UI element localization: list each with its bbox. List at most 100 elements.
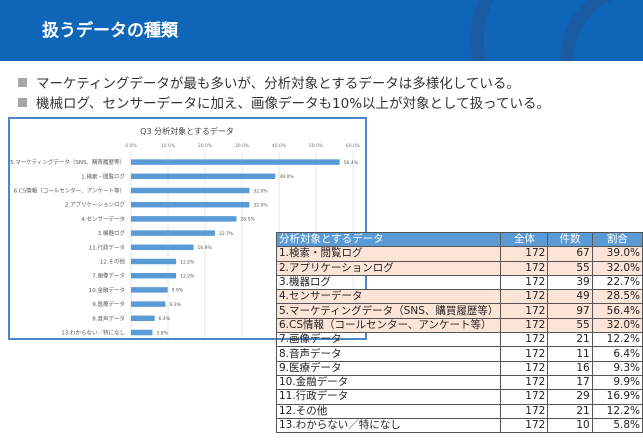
col-header-data: 分析対象とするデータ: [275, 231, 502, 248]
cell-label: 10.金融データ: [275, 374, 502, 391]
table-row: 11.行政データ 172 29 16.9%: [275, 389, 643, 405]
cell-total: 172: [500, 417, 549, 434]
bar: [131, 159, 340, 165]
table-row: 6.CS情報（コールセンター、アンケート等） 172 55 32.0%: [275, 317, 643, 334]
data-label: 32.0%: [253, 203, 268, 209]
category-label: 2.アプリケーションログ: [65, 201, 126, 209]
category-label: 12.その他: [100, 258, 126, 266]
bar: [131, 272, 177, 279]
cell-count: 21: [547, 332, 593, 348]
cell-ratio: 16.9%: [591, 389, 643, 405]
cell-count: 21: [547, 403, 593, 419]
table-header-row: 分析対象とするデータ 全体 件数 割合: [275, 231, 643, 248]
cell-count: 29: [547, 389, 593, 405]
cell-label: 4.センサーデータ: [275, 289, 502, 305]
category-label: 10.金融データ: [89, 286, 125, 294]
table-row: 3.機器ログ 172 39 22.7%: [275, 274, 643, 291]
category-label: 11.行政データ: [89, 243, 125, 251]
data-label: 16.9%: [198, 245, 213, 251]
category-label: 5.マーケティングデータ（SNS、購買履歴等）: [10, 158, 125, 166]
data-label: 5.8%: [156, 330, 168, 336]
cell-total: 172: [500, 346, 549, 362]
col-header-total: 全体: [500, 231, 549, 248]
table-row: 13.わからない／特になし 172 10 5.8%: [275, 417, 643, 434]
bar: [131, 329, 153, 336]
bullet-square-icon: [18, 77, 27, 87]
cell-ratio: 9.3%: [591, 360, 643, 376]
bar: [131, 287, 168, 293]
data-label: 12.2%: [180, 274, 195, 280]
bullet-text: マーケティングデータが最も多いが、分析対象とするデータは多様化している。: [36, 76, 520, 92]
bar: [131, 258, 177, 265]
category-label: 1.検索・閲覧ログ: [81, 172, 125, 180]
data-label: 12.2%: [180, 259, 195, 265]
data-label: 32.0%: [253, 188, 268, 194]
category-label: 7.画像データ: [92, 272, 125, 280]
cell-count: 67: [547, 246, 593, 262]
cell-label: 13.わからない／特になし: [275, 417, 502, 434]
cell-total: 172: [500, 303, 549, 319]
category-label: 8.音声データ: [92, 314, 125, 322]
cell-ratio: 9.9%: [591, 374, 643, 391]
cell-count: 16: [547, 360, 593, 376]
cell-label: 5.マーケティングデータ（SNS、購買履歴等）: [275, 303, 502, 319]
cell-label: 9.医療データ: [275, 360, 502, 376]
x-tick-label: 60.0%: [346, 143, 361, 149]
cell-count: 17: [547, 374, 593, 391]
table-row: 2.アプリケーションログ 172 55 32.0%: [275, 260, 643, 276]
category-label: 6.CS情報（コールセンター、アンケート等）: [14, 187, 125, 195]
cell-count: 49: [547, 289, 593, 305]
cell-ratio: 28.5%: [591, 289, 643, 305]
x-tick-label: 30.0%: [235, 143, 250, 149]
cell-ratio: 6.4%: [591, 346, 643, 362]
decorative-arc: [470, 0, 643, 61]
x-tick-label: 20.0%: [198, 143, 213, 149]
cell-count: 39: [547, 274, 593, 291]
data-label: 22.7%: [219, 231, 234, 237]
cell-total: 172: [500, 260, 549, 276]
bar: [131, 173, 276, 180]
col-header-count: 件数: [547, 231, 593, 248]
chart-title: Q3 分析対象とするデータ: [140, 126, 234, 136]
bar: [131, 230, 215, 236]
x-tick-label: 50.0%: [309, 143, 324, 149]
cell-label: 1.検索・閲覧ログ: [275, 246, 502, 262]
table-row: 1.検索・閲覧ログ 172 67 39.0%: [275, 246, 643, 262]
data-label: 9.9%: [172, 288, 184, 294]
cell-total: 172: [500, 403, 549, 419]
cell-ratio: 56.4%: [591, 303, 643, 319]
data-label: 9.3%: [169, 302, 181, 308]
bullet-item: マーケティングデータが最も多いが、分析対象とするデータは多様化している。: [18, 72, 520, 92]
cell-label: 8.音声データ: [275, 346, 502, 362]
cell-ratio: 5.8%: [591, 417, 643, 434]
cell-ratio: 12.2%: [591, 403, 643, 419]
category-label: 3.機器ログ: [98, 229, 126, 237]
cell-total: 172: [500, 274, 549, 291]
data-label: 6.4%: [159, 316, 171, 322]
category-label: 4.センサーデータ: [81, 215, 125, 223]
cell-total: 172: [500, 360, 549, 376]
table-row: 4.センサーデータ 172 49 28.5%: [275, 289, 643, 305]
bullet-item: 機械ログ、センサーデータに加え、画像データも10%以上が対象として扱っている。: [18, 92, 550, 112]
cell-count: 11: [547, 346, 593, 362]
category-label: 9.医療データ: [92, 300, 125, 308]
page-title: 扱うデータの種類: [42, 21, 178, 41]
table-row: 5.マーケティングデータ（SNS、購買履歴等） 172 97 56.4%: [275, 303, 643, 319]
table-row: 12.その他 172 21 12.2%: [275, 403, 643, 419]
bar: [131, 187, 250, 194]
cell-count: 55: [547, 260, 593, 276]
table-row: 8.音声データ 172 11 6.4%: [275, 346, 643, 362]
data-table: 分析対象とするデータ 全体 件数 割合 1.検索・閲覧ログ 172 67 39.0% 2…: [275, 231, 643, 434]
cell-total: 172: [500, 289, 549, 305]
cell-label: 12.その他: [275, 403, 502, 419]
cell-label: 6.CS情報（コールセンター、アンケート等）: [275, 317, 502, 334]
category-label: 13.わからない／特になし: [61, 329, 125, 337]
header-banner: 扱うデータの種類: [0, 0, 643, 61]
bar: [131, 216, 237, 222]
bar: [131, 301, 166, 307]
bar: [131, 201, 250, 208]
cell-ratio: 32.0%: [591, 317, 643, 334]
cell-ratio: 39.0%: [591, 246, 643, 262]
data-label: 56.4%: [344, 160, 359, 166]
x-tick-label: 0.0%: [125, 143, 137, 149]
